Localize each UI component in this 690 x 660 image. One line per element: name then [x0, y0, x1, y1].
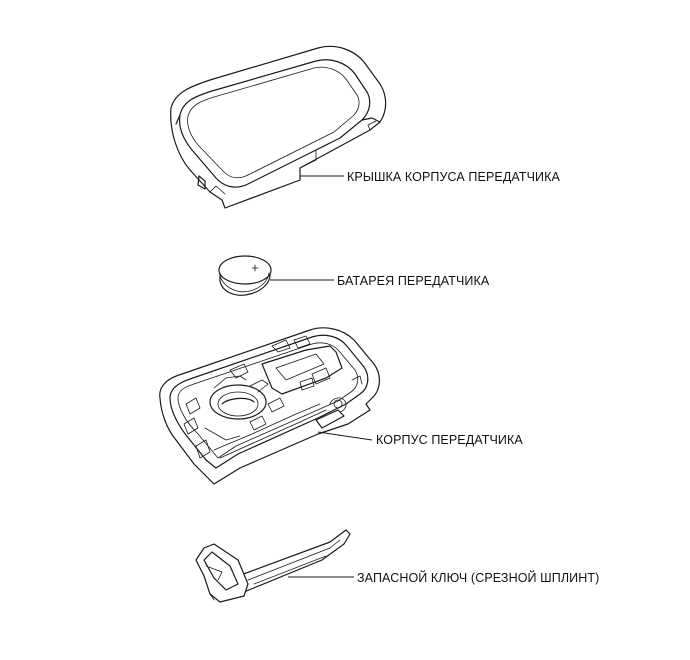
case-leader-line: [317, 431, 373, 441]
spare-key-drawing: [195, 529, 351, 603]
battery-drawing: [218, 255, 272, 296]
cover-label: КРЫШКА КОРПУСА ПЕРЕДАТЧИКА: [347, 170, 560, 184]
battery-label: БАТАРЕЯ ПЕРЕДАТЧИКА: [337, 274, 490, 288]
transmitter-cover-drawing: [170, 45, 387, 209]
leader-lines: [270, 175, 373, 578]
spare-key-label: ЗАПАСНОЙ КЛЮЧ (СРЕЗНОЙ ШПЛИНТ): [357, 571, 600, 585]
transmitter-case-drawing: [159, 327, 380, 485]
case-label: КОРПУС ПЕРЕДАТЧИКА: [376, 433, 523, 447]
